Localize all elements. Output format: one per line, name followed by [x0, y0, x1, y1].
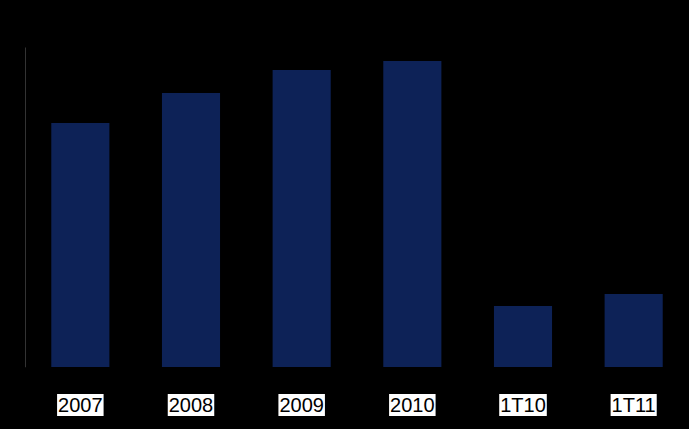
y-axis-line [25, 48, 26, 368]
x-axis-line [26, 367, 689, 368]
x-tick: 2008 [168, 367, 215, 416]
bars [51, 61, 662, 367]
background [0, 0, 689, 429]
chart: 2007 2008 2009 2010 1T10 1T11 [0, 0, 689, 429]
bar [383, 61, 441, 367]
label-background [168, 394, 215, 416]
x-tick-label: 1T10 [500, 394, 546, 416]
x-tick-label: 2008 [169, 394, 214, 416]
x-tick: 2009 [278, 367, 325, 416]
x-axis: 2007 2008 2009 2010 1T10 1T11 [26, 367, 689, 416]
label-background [57, 394, 104, 416]
label-background [611, 394, 657, 416]
y-axis [25, 48, 26, 368]
x-tick-label: 1T11 [612, 394, 656, 416]
x-tick-label: 2009 [279, 394, 324, 416]
x-tick: 1T10 [499, 367, 547, 416]
bar [273, 70, 331, 367]
x-tick-label: 2010 [390, 394, 435, 416]
bar [51, 123, 109, 367]
label-background [499, 394, 547, 416]
x-tick: 2010 [389, 367, 436, 416]
x-tick: 2007 [57, 367, 104, 416]
bar [494, 306, 552, 367]
bar [162, 93, 220, 367]
label-background [389, 394, 436, 416]
x-tick: 1T11 [611, 367, 657, 416]
x-tick-label: 2007 [58, 394, 103, 416]
bar [605, 294, 663, 367]
label-background [278, 394, 325, 416]
